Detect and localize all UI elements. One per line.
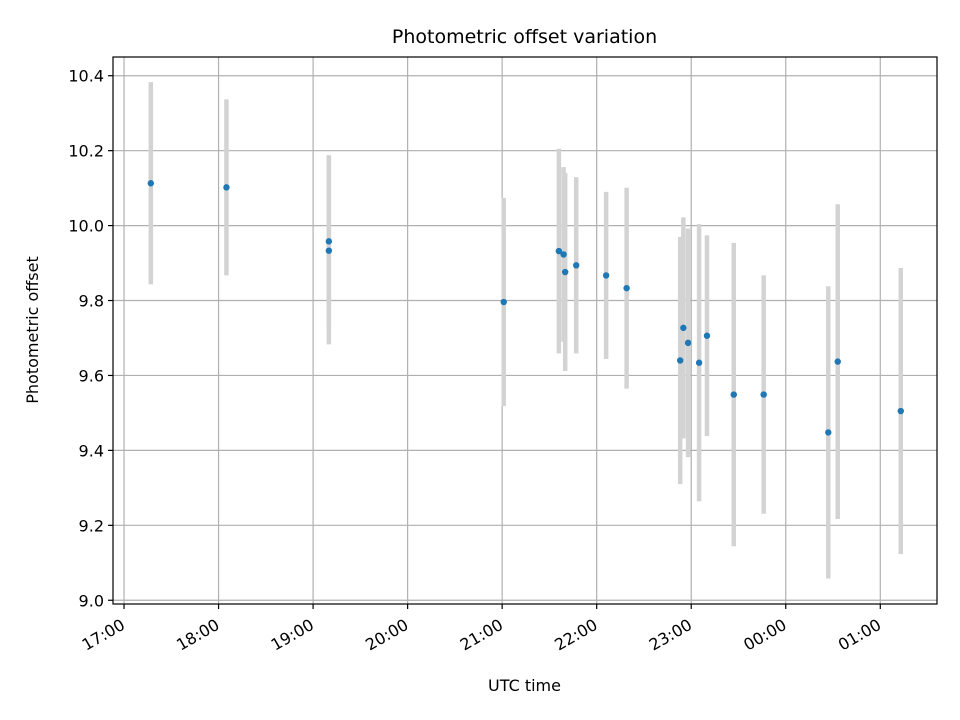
data-point	[680, 324, 687, 332]
x-tick-label: 18:00	[173, 615, 222, 655]
x-tick-label: 23:00	[646, 615, 695, 655]
plot-frame	[112, 56, 938, 605]
data-point	[223, 184, 230, 191]
x-tick-label: 00:00	[740, 615, 789, 655]
y-tick-label: 9.4	[79, 441, 104, 460]
x-axis: 17:00 18:00 19:00 20:00 21:00 22:00 23:00 00:00…	[79, 604, 884, 655]
data-point	[325, 238, 333, 245]
data-point	[825, 429, 832, 436]
y-tick-label: 9.2	[79, 516, 104, 535]
chart-title: Photometric offset variation	[392, 26, 657, 48]
data-point	[602, 272, 610, 279]
x-tick-label: 17:00	[79, 615, 128, 655]
data-point	[897, 407, 904, 415]
x-tick-label: 01:00	[835, 615, 884, 655]
data-point	[500, 298, 507, 306]
data-point	[560, 251, 567, 258]
data-points	[147, 180, 904, 436]
y-tick-label: 10.4	[68, 67, 104, 86]
x-axis-title: UTC time	[488, 676, 561, 695]
x-tick-label: 20:00	[362, 615, 411, 655]
data-point	[695, 359, 703, 366]
data-point	[703, 332, 711, 339]
data-point	[561, 268, 569, 276]
x-tick-label: 21:00	[457, 615, 506, 655]
data-point	[834, 358, 841, 365]
data-point	[760, 391, 767, 398]
data-point	[325, 247, 333, 254]
y-axis: 9.0 9.2 9.4 9.6 9.8 10.0 10.2 10.4	[68, 67, 113, 610]
x-tick-label: 22:00	[551, 615, 600, 655]
error-bars	[148, 82, 904, 579]
y-tick-label: 9.0	[79, 591, 104, 610]
grid	[113, 57, 937, 604]
data-point	[623, 284, 630, 292]
data-point	[555, 247, 563, 255]
y-tick-label: 10.0	[68, 217, 104, 236]
data-point	[684, 339, 692, 347]
data-point	[676, 357, 684, 364]
y-tick-label: 10.2	[68, 142, 104, 161]
data-point	[573, 262, 580, 269]
data-point	[730, 391, 737, 398]
y-axis-title: Photometric offset	[23, 256, 42, 404]
y-tick-label: 9.8	[79, 292, 104, 311]
x-tick-label: 19:00	[268, 615, 317, 655]
y-tick-label: 9.6	[79, 366, 104, 385]
data-point	[147, 180, 155, 187]
